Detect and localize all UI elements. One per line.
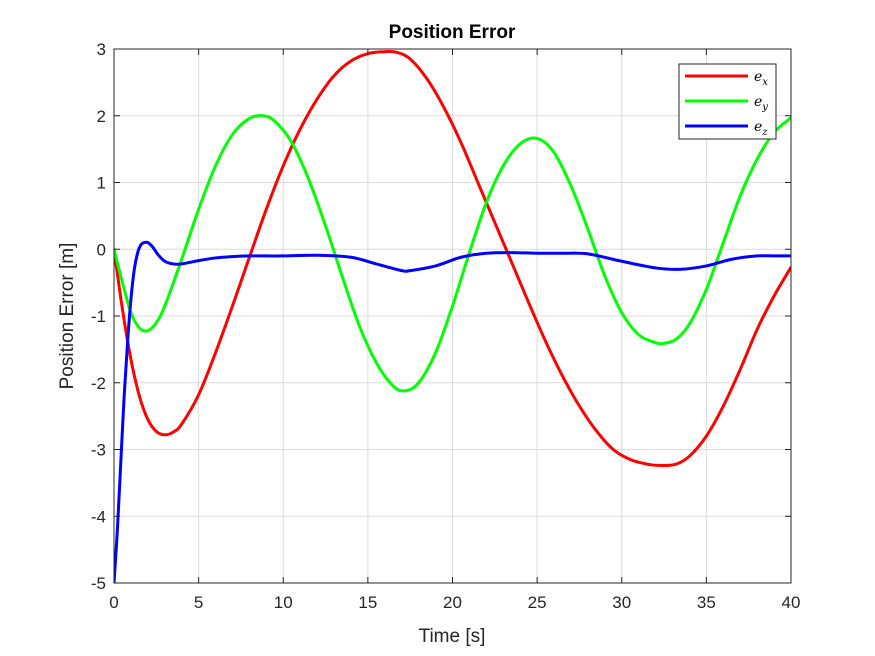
x-tick-label: 25 [528, 593, 547, 612]
x-tick-label: 20 [443, 593, 462, 612]
y-tick-label: 2 [97, 107, 106, 126]
tick-labels: 0 5 10 15 20 25 30 35 40 -5 -4 -3 -2 -1 0 1 2 3 [91, 40, 801, 612]
legend-label-x: ex [754, 69, 768, 88]
x-tick-label: 5 [194, 593, 203, 612]
y-tick-label: 0 [97, 240, 106, 259]
x-tick-label: 30 [612, 593, 631, 612]
x-tick-label: 0 [109, 593, 118, 612]
x-tick-label: 10 [274, 593, 293, 612]
y-tick-label: -3 [91, 441, 106, 460]
series-layer [114, 49, 791, 583]
x-tick-label: 15 [358, 593, 377, 612]
x-tick-label: 35 [697, 593, 716, 612]
legend-label-y: ey [754, 94, 768, 113]
y-axis-label: Position Error [m] [57, 243, 78, 390]
ticks [113, 48, 792, 584]
legend: ex ey ez [678, 63, 777, 140]
y-tick-label: -2 [91, 374, 106, 393]
x-axis-label: Time [s] [419, 626, 486, 647]
y-tick-label: 1 [97, 174, 106, 193]
y-tick-label: -5 [91, 574, 106, 593]
series-line-y [114, 114, 791, 393]
chart-title: Position Error [389, 22, 516, 43]
legend-label-z: ez [754, 119, 768, 138]
series-line-x [114, 49, 791, 468]
y-tick-label: -4 [91, 507, 106, 526]
x-tick-label: 40 [782, 593, 801, 612]
series-line-z [114, 240, 791, 583]
y-tick-label: -1 [91, 307, 106, 326]
y-tick-label: 3 [97, 40, 106, 59]
